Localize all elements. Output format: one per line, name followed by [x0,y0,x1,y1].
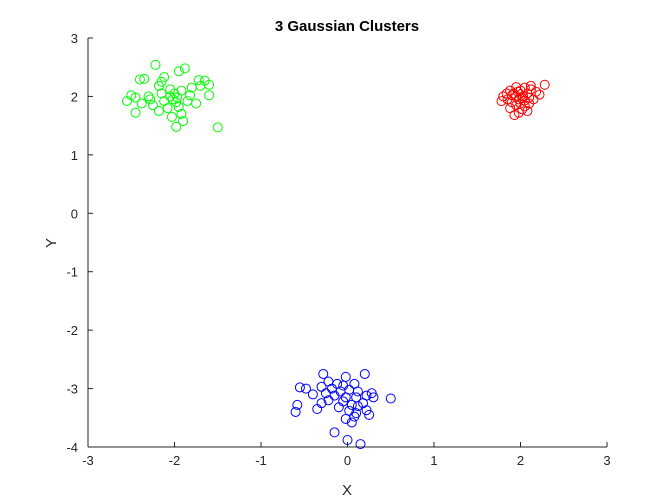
y-tick-label: 0 [71,206,78,221]
data-point [517,104,528,115]
data-point [139,73,150,84]
data-point [312,404,323,415]
data-point [340,371,351,382]
data-point [185,90,196,101]
data-point [361,405,372,416]
data-point [173,66,184,77]
data-point [171,121,182,132]
data-point [182,96,193,107]
points-layer [121,59,550,450]
cluster-series-3 [290,368,396,450]
y-tick-label: -2 [66,323,78,338]
data-point [147,100,158,111]
data-point [346,417,357,428]
data-point [344,405,355,416]
data-point [505,103,516,114]
data-point [307,389,318,400]
data-point [352,386,363,397]
data-point [338,380,349,391]
data-point [506,90,517,101]
x-tick-label: -1 [255,453,267,468]
data-point [316,381,327,392]
x-axis-label: X [342,482,352,499]
data-point [364,409,375,420]
data-point [509,110,520,121]
data-point [179,63,190,74]
data-point [156,88,167,99]
data-point [176,85,187,96]
data-point [165,91,176,102]
data-point [193,75,204,86]
x-tick-label: 3 [603,453,610,468]
data-point [166,111,177,122]
data-point [162,103,173,114]
data-point [136,98,147,109]
data-point [130,107,141,118]
x-tick-label: -2 [169,453,181,468]
data-point [525,84,536,95]
data-point [323,395,334,406]
data-point [501,88,512,99]
y-tick-label: 1 [71,148,78,163]
data-point [318,368,329,379]
data-point [359,368,370,379]
data-point [153,106,164,117]
data-point [335,386,346,397]
data-point [171,97,182,108]
data-point [385,393,396,404]
data-point [167,94,178,105]
data-point [368,392,379,403]
data-point [346,399,357,410]
data-point [333,402,344,413]
x-tick-label: 2 [517,453,524,468]
data-point [186,82,197,93]
x-tick-label: -3 [82,453,94,468]
data-point [300,383,311,394]
data-point [517,93,528,104]
data-point [176,108,187,119]
data-point [294,382,305,393]
data-point [130,92,141,103]
data-point [150,59,161,70]
x-tick-label: 0 [344,453,351,468]
y-tick-label: -4 [66,440,78,455]
y-tick-label: 2 [71,89,78,104]
cluster-series-2 [496,79,550,121]
data-point [173,101,184,112]
chart-title: 3 Gaussian Clusters [275,18,419,35]
data-point [292,399,303,410]
y-axis-label: Y [43,238,60,248]
y-tick-label: -3 [66,382,78,397]
data-point [349,411,360,422]
data-point [178,115,189,126]
data-point [191,98,202,109]
data-point [145,94,156,105]
y-tick-label: -1 [66,265,78,280]
ticks: -3 -2 -1 0 1 2 3 -4 -3 -2 -1 0 1 2 3 [66,31,610,468]
data-point [329,427,340,438]
data-point [204,90,215,101]
data-point [340,413,351,424]
cluster-series-1 [121,59,223,133]
data-point [290,406,301,417]
data-point [355,439,366,450]
data-point [153,80,164,91]
data-point [539,79,550,90]
x-tick-label: 1 [430,453,437,468]
y-tick-label: 3 [71,31,78,46]
data-point [172,92,183,103]
data-point [496,96,507,107]
data-point [358,398,369,409]
data-point [121,96,132,107]
data-point [352,401,363,412]
data-point [134,74,145,85]
data-point [212,122,223,133]
data-point [143,91,154,102]
data-point [159,72,170,83]
